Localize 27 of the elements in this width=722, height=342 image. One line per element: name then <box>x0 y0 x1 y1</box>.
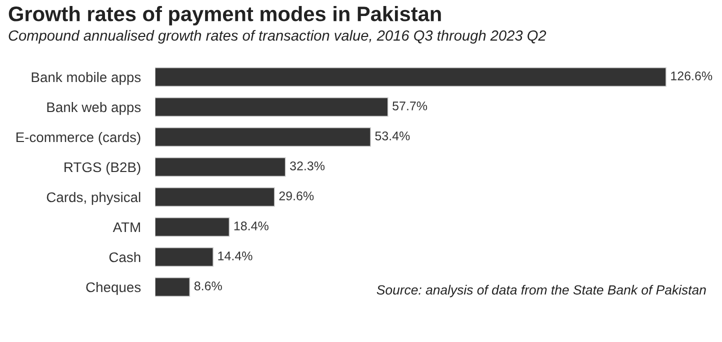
y-tick-label: Bank web apps <box>47 102 141 115</box>
bar <box>155 67 666 87</box>
annotation: Source: analysis of data from the State Bank of Pakistan <box>376 284 706 298</box>
bar <box>155 217 230 237</box>
y-tick-label: RTGS (B2B) <box>64 162 140 175</box>
data-label: 14.4% <box>218 252 252 260</box>
data-label: 53.4% <box>375 132 410 140</box>
y-tick-label: Bank mobile apps <box>32 72 141 85</box>
y-tick-label: Cash <box>109 252 140 262</box>
data-label: 126.6% <box>671 72 712 80</box>
bar <box>155 247 214 267</box>
data-label: 8.6% <box>194 282 222 290</box>
chart-subtitle: Compound annualised growth rates of transaction value, 2016 Q3 through 2023 Q2 <box>8 30 546 44</box>
y-tick-label: Cards, physical <box>46 192 140 205</box>
bar <box>155 97 388 117</box>
data-label: 32.3% <box>290 162 325 170</box>
data-label: 18.4% <box>234 222 268 230</box>
bar <box>155 277 190 297</box>
bar <box>155 157 286 177</box>
bar <box>155 187 275 207</box>
y-tick-label: Cheques <box>86 282 141 295</box>
bar <box>155 127 371 147</box>
y-tick-label: ATM <box>112 222 140 232</box>
data-label: 57.7% <box>392 102 428 110</box>
chart-title: Growth rates of payment modes in Pakistan <box>8 6 441 26</box>
y-tick-label: E-commerce (cards) <box>16 132 140 145</box>
data-label: 29.6% <box>279 192 314 200</box>
